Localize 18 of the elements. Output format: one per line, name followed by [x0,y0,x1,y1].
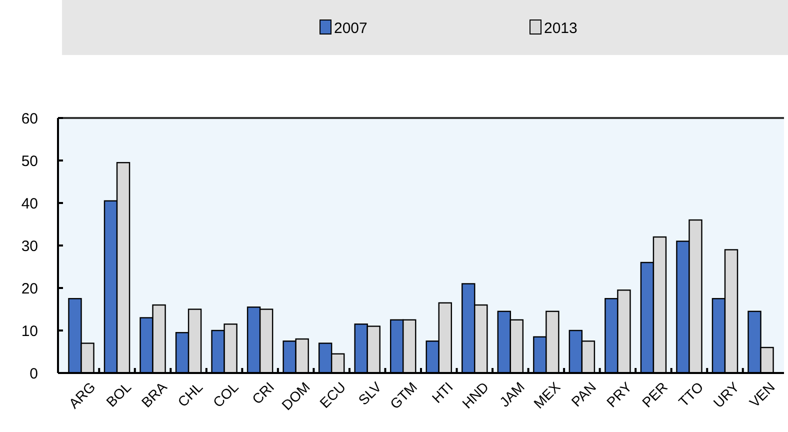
x-tick-label: COL [210,378,242,410]
y-tick-label: 40 [21,195,38,212]
y-tick-label: 10 [21,322,38,340]
x-tick-label: VEN [746,378,778,410]
x-tick-label: BOL [102,378,134,410]
y-tick-label: 0 [30,365,38,382]
x-tick-label: SLV [355,378,385,408]
x-tick-label: HTI [428,378,456,406]
legend-label: 2013 [544,20,578,37]
y-tick-label: 30 [21,238,38,255]
y-tick-label: 50 [21,152,38,170]
y-tick-label: 60 [21,110,38,128]
x-tick-label: TTO [675,378,706,410]
y-tick-label: 20 [21,280,38,298]
legend-label: 2007 [334,20,368,37]
x-tick-label: BRA [138,378,170,410]
x-tick-label: CRI [248,378,278,408]
x-tick-label: CHL [174,378,206,410]
